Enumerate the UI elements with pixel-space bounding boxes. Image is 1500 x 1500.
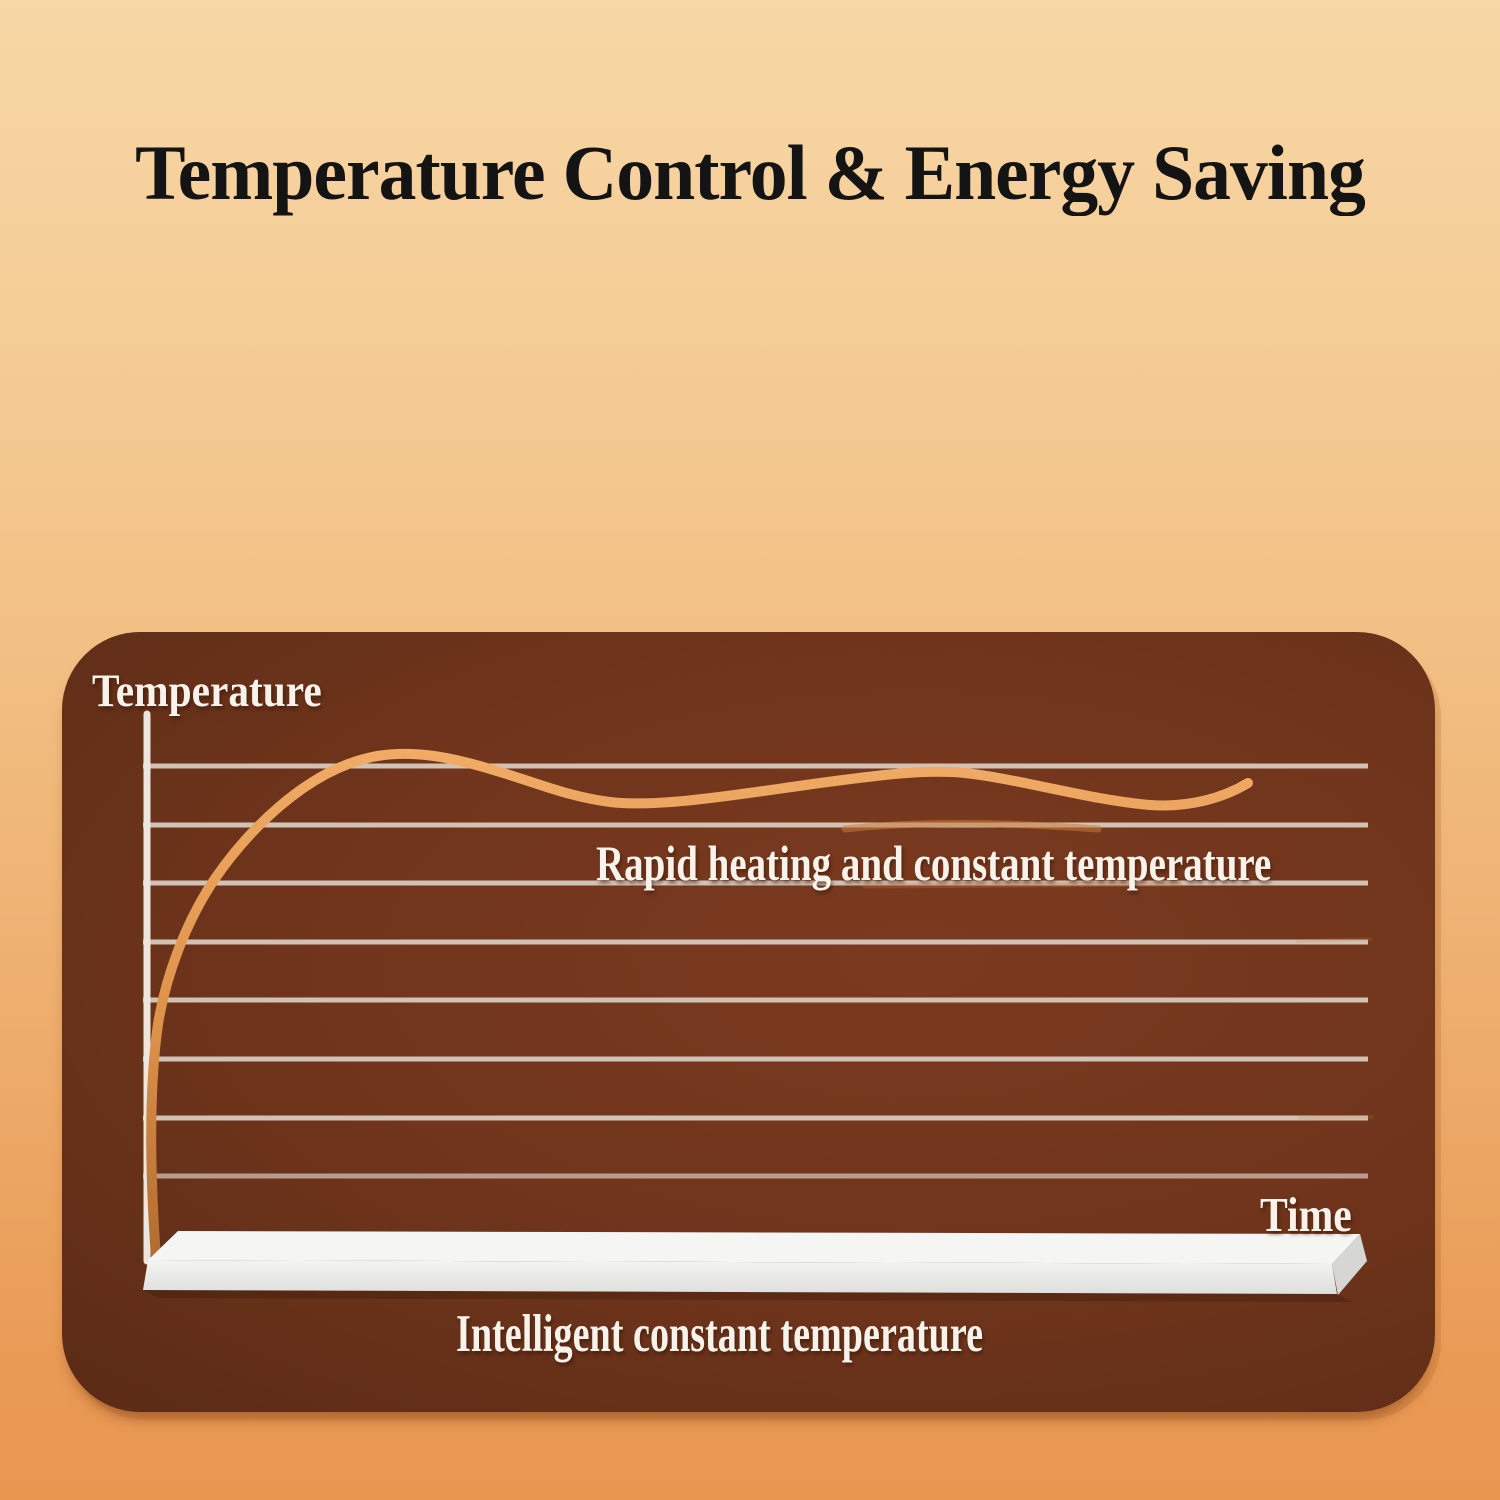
y-axis-label: Temperature — [92, 665, 322, 717]
energy-fact-row: 8H/flat = 1 kWh — [0, 346, 1500, 877]
curve-annotation: Rapid heating and constant temperature — [596, 835, 1272, 891]
page-title: Temperature Control & Energy Saving — [135, 129, 1366, 216]
x-axis-label: Time — [1260, 1187, 1352, 1242]
baseline-annotation: Intelligent constant temperature — [456, 1305, 984, 1363]
chart-panel — [62, 632, 1435, 1412]
